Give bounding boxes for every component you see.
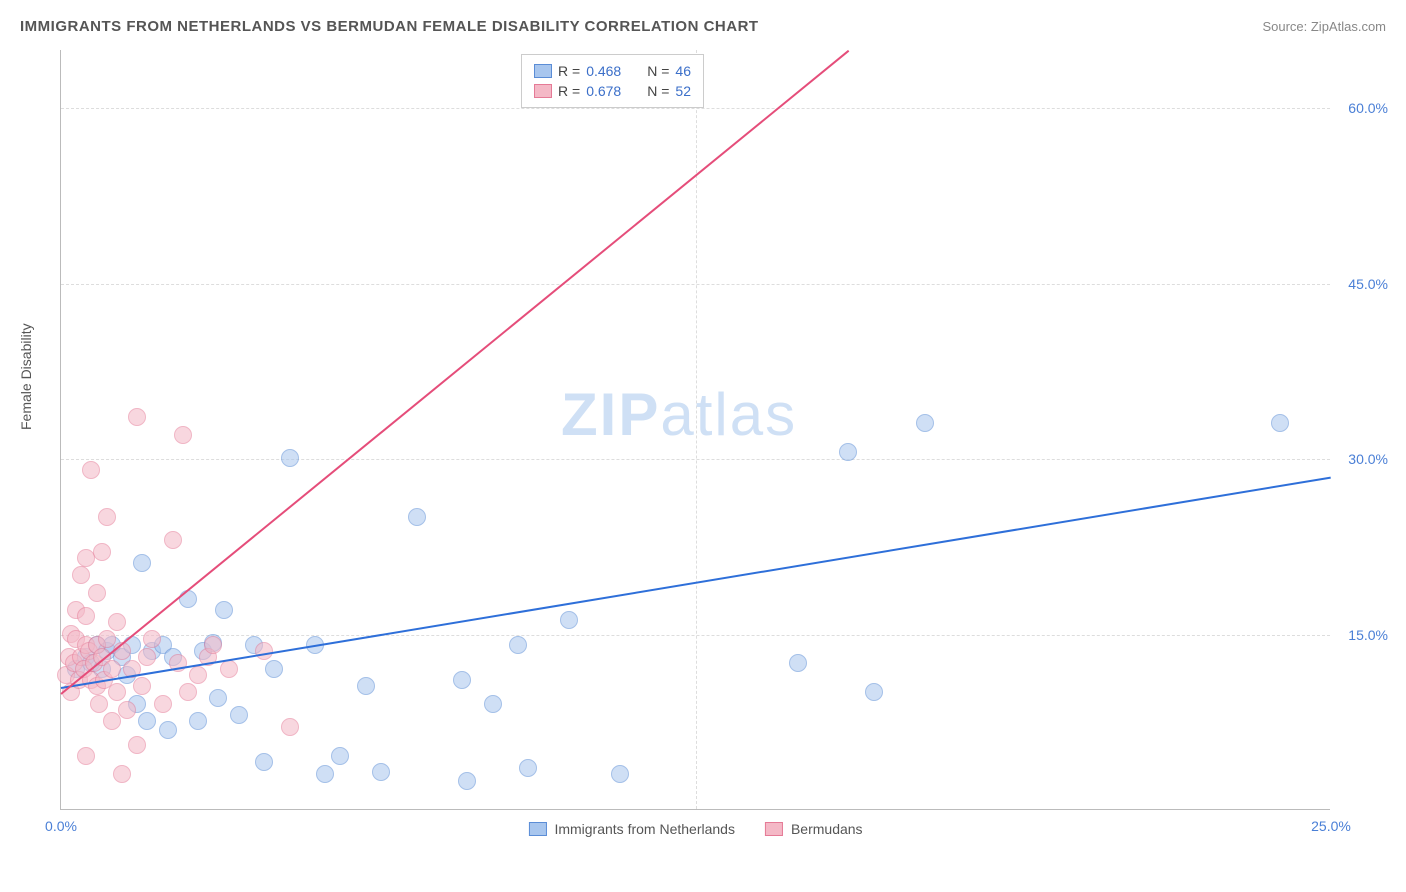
scatter-plot-area: ZIPatlas R = 0.468N = 46R = 0.678N = 52 … bbox=[60, 50, 1330, 810]
scatter-point bbox=[408, 508, 426, 526]
scatter-point bbox=[90, 695, 108, 713]
scatter-point bbox=[179, 683, 197, 701]
stat-r-label: R = bbox=[558, 83, 580, 99]
ytick-label: 45.0% bbox=[1338, 276, 1388, 292]
scatter-point bbox=[331, 747, 349, 765]
scatter-point bbox=[118, 701, 136, 719]
scatter-point bbox=[77, 607, 95, 625]
scatter-point bbox=[453, 671, 471, 689]
chart-source: Source: ZipAtlas.com bbox=[1262, 19, 1386, 34]
scatter-point bbox=[133, 677, 151, 695]
scatter-point bbox=[128, 736, 146, 754]
scatter-point bbox=[509, 636, 527, 654]
stat-r-label: R = bbox=[558, 63, 580, 79]
scatter-point bbox=[839, 443, 857, 461]
legend-series-item: Bermudans bbox=[765, 821, 863, 837]
y-axis-label: Female Disability bbox=[18, 323, 34, 430]
legend-swatch bbox=[528, 822, 546, 836]
trend-line bbox=[60, 50, 849, 695]
scatter-point bbox=[138, 648, 156, 666]
ytick-label: 60.0% bbox=[1338, 100, 1388, 116]
scatter-point bbox=[916, 414, 934, 432]
scatter-point bbox=[220, 660, 238, 678]
scatter-point bbox=[82, 461, 100, 479]
stat-n-value: 46 bbox=[675, 63, 691, 79]
watermark: ZIPatlas bbox=[561, 380, 797, 449]
stat-n-value: 52 bbox=[675, 83, 691, 99]
scatter-point bbox=[316, 765, 334, 783]
scatter-point bbox=[189, 712, 207, 730]
scatter-point bbox=[265, 660, 283, 678]
chart-header: IMMIGRANTS FROM NETHERLANDS VS BERMUDAN … bbox=[20, 18, 1386, 35]
legend-stat-row: R = 0.678 N = 52 bbox=[534, 81, 691, 101]
scatter-point bbox=[230, 706, 248, 724]
scatter-point bbox=[98, 508, 116, 526]
scatter-point bbox=[108, 683, 126, 701]
chart-title: IMMIGRANTS FROM NETHERLANDS VS BERMUDAN … bbox=[20, 18, 759, 35]
legend-series: Immigrants from Netherlands Bermudans bbox=[528, 821, 862, 837]
scatter-point bbox=[113, 765, 131, 783]
stat-r-value: 0.678 bbox=[586, 83, 621, 99]
scatter-point bbox=[179, 590, 197, 608]
ytick-label: 15.0% bbox=[1338, 627, 1388, 643]
scatter-point bbox=[204, 636, 222, 654]
scatter-point bbox=[865, 683, 883, 701]
stat-n-label: N = bbox=[647, 63, 669, 79]
scatter-point bbox=[1271, 414, 1289, 432]
scatter-point bbox=[519, 759, 537, 777]
xtick-label: 0.0% bbox=[45, 818, 77, 834]
scatter-point bbox=[281, 449, 299, 467]
legend-stats: R = 0.468 N = 46 R = 0.678 N = 52 bbox=[521, 54, 704, 108]
scatter-point bbox=[209, 689, 227, 707]
legend-swatch bbox=[534, 64, 552, 78]
scatter-point bbox=[164, 531, 182, 549]
scatter-point bbox=[281, 718, 299, 736]
scatter-point bbox=[138, 712, 156, 730]
scatter-point bbox=[458, 772, 476, 790]
scatter-point bbox=[103, 712, 121, 730]
scatter-point bbox=[560, 611, 578, 629]
legend-swatch bbox=[534, 84, 552, 98]
stat-r-value: 0.468 bbox=[586, 63, 621, 79]
scatter-point bbox=[88, 584, 106, 602]
scatter-point bbox=[128, 408, 146, 426]
scatter-point bbox=[108, 613, 126, 631]
scatter-point bbox=[372, 763, 390, 781]
scatter-point bbox=[143, 630, 161, 648]
scatter-point bbox=[159, 721, 177, 739]
xtick-label: 25.0% bbox=[1311, 818, 1351, 834]
scatter-point bbox=[789, 654, 807, 672]
scatter-point bbox=[189, 666, 207, 684]
scatter-point bbox=[133, 554, 151, 572]
scatter-point bbox=[93, 543, 111, 561]
gridline-v bbox=[696, 50, 697, 809]
scatter-point bbox=[77, 747, 95, 765]
scatter-point bbox=[103, 660, 121, 678]
scatter-point bbox=[611, 765, 629, 783]
legend-series-item: Immigrants from Netherlands bbox=[528, 821, 735, 837]
legend-swatch bbox=[765, 822, 783, 836]
scatter-point bbox=[215, 601, 233, 619]
scatter-point bbox=[98, 630, 116, 648]
scatter-point bbox=[484, 695, 502, 713]
legend-series-label: Bermudans bbox=[791, 821, 863, 837]
scatter-point bbox=[72, 566, 90, 584]
scatter-point bbox=[357, 677, 375, 695]
ytick-label: 30.0% bbox=[1338, 451, 1388, 467]
stat-n-label: N = bbox=[647, 83, 669, 99]
scatter-point bbox=[255, 753, 273, 771]
legend-stat-row: R = 0.468 N = 46 bbox=[534, 61, 691, 81]
legend-series-label: Immigrants from Netherlands bbox=[554, 821, 735, 837]
scatter-point bbox=[174, 426, 192, 444]
scatter-point bbox=[154, 695, 172, 713]
